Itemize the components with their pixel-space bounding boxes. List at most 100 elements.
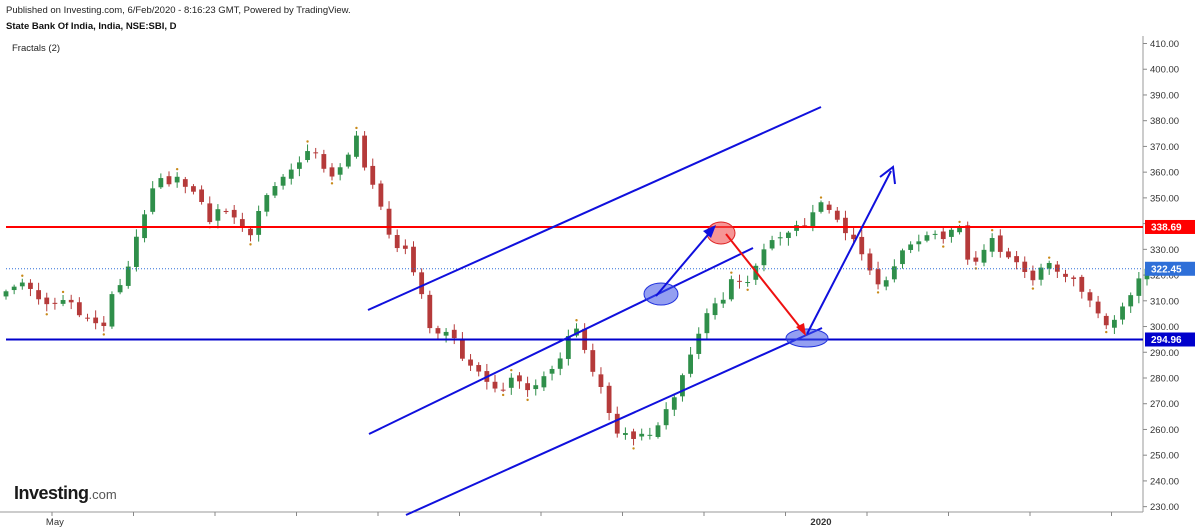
- candle: [386, 201, 392, 239]
- candle: [256, 205, 262, 242]
- candle: [60, 290, 66, 307]
- candle: [199, 185, 204, 205]
- candle: [101, 316, 107, 336]
- candle: [549, 365, 555, 381]
- fractal-dot: [1048, 256, 1051, 259]
- candle: [460, 332, 465, 361]
- candle: [1014, 251, 1019, 270]
- price-tick-label: 240.00: [1150, 476, 1179, 487]
- candle: [704, 308, 710, 341]
- candle: [492, 374, 498, 393]
- svg-text:294.96: 294.96: [1151, 335, 1182, 346]
- price-tick-label: 310.00: [1150, 296, 1179, 307]
- candle: [606, 382, 612, 421]
- candle: [541, 371, 547, 391]
- price-tick-label: 350.00: [1150, 193, 1179, 204]
- fractal-dot: [990, 229, 994, 232]
- decline-arrowhead: [796, 323, 806, 336]
- candle: [663, 402, 669, 430]
- candle: [712, 297, 718, 320]
- impulse-up-arrowhead: [703, 225, 716, 238]
- candle: [981, 244, 987, 267]
- candle: [1128, 292, 1134, 313]
- fractal-dot: [330, 182, 334, 185]
- candle: [117, 278, 123, 295]
- fractal-dot: [746, 288, 749, 291]
- candle: [182, 176, 188, 194]
- fractal-dot: [21, 274, 24, 277]
- candle: [720, 292, 726, 308]
- candle: [109, 291, 115, 329]
- chart-title: State Bank Of India, India, NSE:SBI, D: [6, 21, 177, 32]
- candle: [924, 231, 930, 243]
- candles: [3, 126, 1150, 450]
- candle: [288, 163, 294, 185]
- candle: [11, 284, 17, 295]
- price-tick-label: 330.00: [1150, 245, 1179, 256]
- candle: [362, 131, 367, 171]
- candle: [745, 275, 751, 291]
- fractal-dot: [942, 245, 945, 248]
- price-level-label: 338.69: [1145, 219, 1195, 234]
- candle: [900, 248, 905, 269]
- price-tick-label: 320.00: [1150, 271, 1179, 282]
- candle: [427, 290, 433, 334]
- fractal-dot: [730, 271, 733, 274]
- candle: [76, 297, 82, 318]
- candle: [158, 173, 164, 189]
- candle: [337, 163, 343, 181]
- candle: [614, 406, 620, 438]
- price-tick-label: 260.00: [1150, 425, 1179, 436]
- candle: [280, 174, 286, 190]
- candle: [394, 229, 400, 253]
- fractal-dot: [819, 196, 823, 199]
- price-tick-label: 410.00: [1150, 39, 1179, 50]
- candle: [590, 343, 596, 377]
- candle: [68, 294, 74, 310]
- fractal-dot: [632, 447, 635, 450]
- fractal-dot: [501, 393, 505, 397]
- candle: [1095, 295, 1101, 319]
- fractal-dot: [355, 126, 358, 130]
- candle: [36, 282, 41, 305]
- impulse-up-arrow: [655, 229, 713, 297]
- candle: [826, 201, 832, 214]
- candle: [1006, 247, 1011, 260]
- candle: [223, 208, 229, 215]
- fractal-dot: [876, 291, 880, 294]
- candle: [997, 229, 1003, 258]
- candle: [321, 149, 327, 173]
- time-tick-label: 2020: [810, 517, 831, 528]
- price-level-label: 322.45: [1145, 261, 1195, 276]
- candle: [786, 230, 791, 246]
- candle: [468, 354, 473, 372]
- candle: [1046, 256, 1052, 275]
- candle: [565, 329, 571, 366]
- projection-arrowhead: [879, 165, 896, 185]
- investing-logo: Investing.com: [14, 483, 117, 503]
- candle: [174, 167, 180, 188]
- svg-text:338.69: 338.69: [1151, 223, 1182, 234]
- candle: [737, 274, 742, 289]
- time-axis-ticks: May 2020: [46, 512, 1112, 528]
- candle: [500, 382, 506, 397]
- candle: [1054, 261, 1060, 279]
- candle: [1071, 275, 1077, 287]
- candle: [19, 274, 25, 290]
- candle: [533, 379, 539, 396]
- price-tick-label: 230.00: [1150, 502, 1179, 513]
- swing-low-marker: [643, 282, 679, 306]
- candle: [1103, 313, 1109, 334]
- fractal-dot: [306, 140, 309, 143]
- candle: [1022, 256, 1028, 279]
- time-tick-label: May: [46, 517, 64, 528]
- drawings: [367, 106, 896, 516]
- candle: [207, 196, 213, 229]
- fractal-dot: [102, 333, 106, 336]
- candle: [761, 243, 767, 272]
- candle: [647, 427, 653, 440]
- indicator-label[interactable]: Fractals (2): [12, 43, 61, 54]
- candle: [517, 372, 522, 389]
- candle: [1112, 315, 1117, 335]
